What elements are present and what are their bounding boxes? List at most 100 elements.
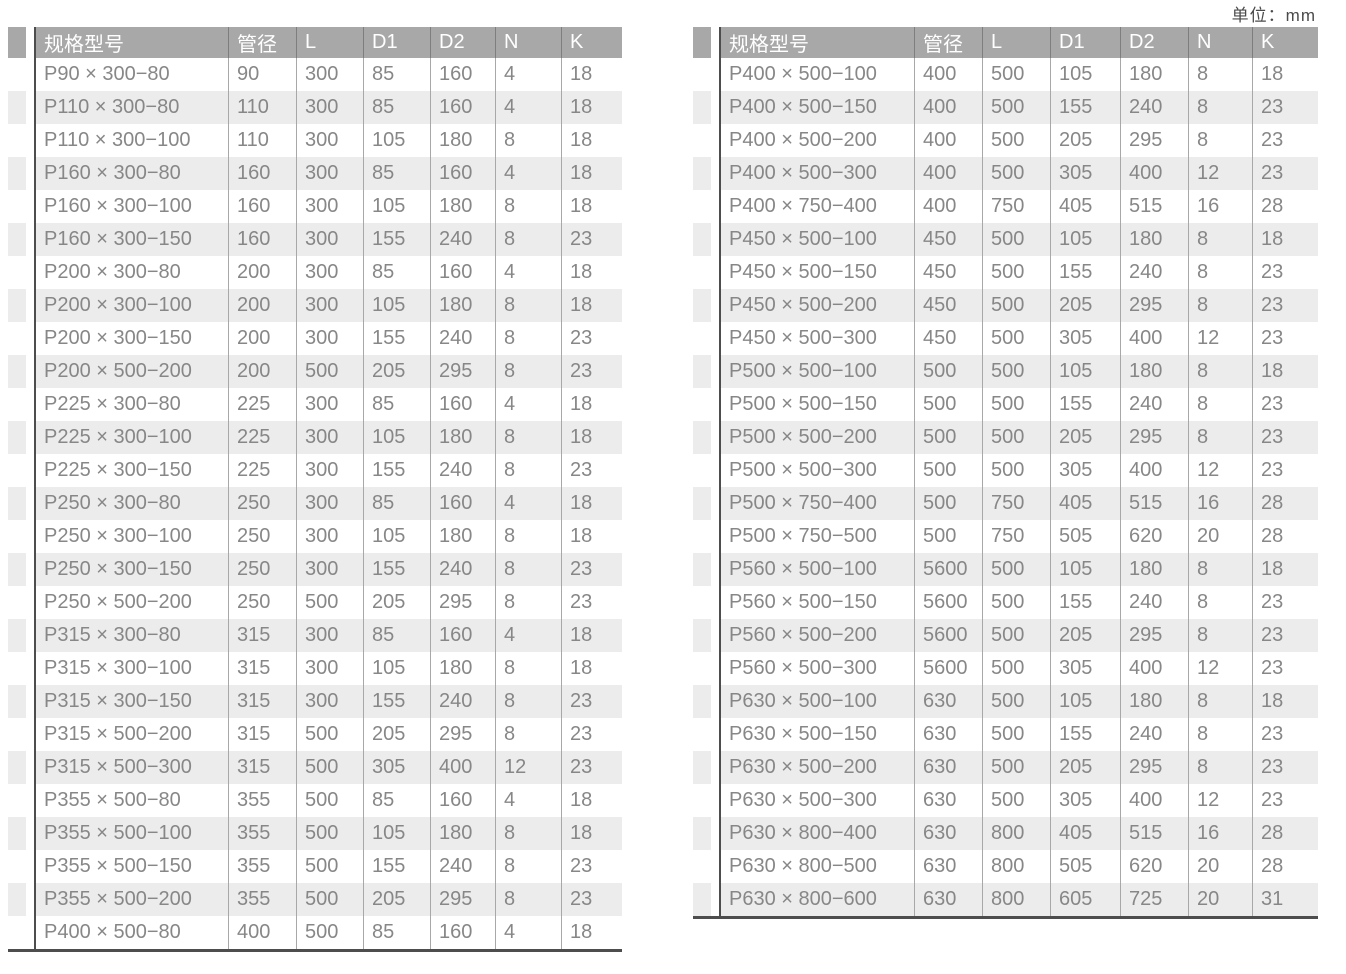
- strip-gap: [26, 124, 34, 157]
- row-strip: [8, 751, 26, 784]
- row-strip: [693, 223, 711, 256]
- row-strip: [693, 817, 711, 850]
- strip-gap: [711, 850, 719, 883]
- table-row: P560 × 500−300 5600 500 305 400 12 23: [693, 652, 1318, 685]
- table-cell: 205: [363, 586, 430, 619]
- table-cell: 500: [914, 388, 982, 421]
- strip-gap: [711, 784, 719, 817]
- table-row: P630 × 500−200 630 500 205 295 8 23: [693, 751, 1318, 784]
- table-row: P500 × 750−500 500 750 505 620 20 28: [693, 520, 1318, 553]
- table-cell: 23: [1252, 289, 1318, 322]
- table-cell: 405: [1050, 817, 1120, 850]
- table-cell: 23: [1252, 586, 1318, 619]
- table-cell: P315 × 500−200: [44, 723, 192, 745]
- table-cell: 300: [296, 58, 363, 91]
- table-cell: 630: [914, 751, 982, 784]
- row-cells: P160 × 300−80 160 300 85 160 4 18: [34, 157, 622, 190]
- table-cell: 23: [561, 355, 622, 388]
- strip-gap: [711, 256, 719, 289]
- table-cell: 8: [495, 850, 561, 883]
- row-strip: [8, 586, 26, 619]
- table-cell: P400 × 500−200: [729, 129, 877, 151]
- table-cell: 28: [1252, 190, 1318, 223]
- table-cell: 515: [1120, 817, 1188, 850]
- table-row: P160 × 300−150 160 300 155 240 8 23: [8, 223, 622, 256]
- row-strip: [693, 751, 711, 784]
- strip-gap: [26, 850, 34, 883]
- table-cell: 155: [363, 454, 430, 487]
- strip-gap: [711, 223, 719, 256]
- table-cell: 160: [430, 619, 495, 652]
- table-cell: P630 × 800−400: [729, 822, 877, 844]
- table-cell: 400: [914, 91, 982, 124]
- column-header: L: [982, 27, 1050, 58]
- table-cell: 300: [296, 454, 363, 487]
- table-cell: 23: [1252, 91, 1318, 124]
- row-cells: P250 × 300−150 250 300 155 240 8 23: [34, 553, 622, 586]
- table-row: P225 × 300−100 225 300 105 180 8 18: [8, 421, 622, 454]
- table-cell: 300: [296, 652, 363, 685]
- table-cell: 4: [495, 58, 561, 91]
- table-cell: P225 × 300−150: [44, 459, 192, 481]
- table-row: P200 × 500−200 200 500 205 295 8 23: [8, 355, 622, 388]
- table-cell: 355: [228, 817, 296, 850]
- spec-table-right: 规格型号 管径 L D1 D2 N K P400 × 500−100 400 500 105 180 8…: [693, 27, 1318, 919]
- table-cell: P500 × 500−300: [729, 459, 877, 481]
- row-strip: [693, 652, 711, 685]
- table-cell: 305: [1050, 322, 1120, 355]
- table-cell: 500: [982, 553, 1050, 586]
- spec-table-left: 规格型号 管径 L D1 D2 N K P90 × 300−80 90 300 85 160 4 18 P1…: [8, 27, 622, 952]
- table-cell: 305: [1050, 157, 1120, 190]
- table-cell: 4: [495, 784, 561, 817]
- table-cell: 240: [430, 454, 495, 487]
- table-cell: 500: [982, 718, 1050, 751]
- table-row: P630 × 500−150 630 500 155 240 8 23: [693, 718, 1318, 751]
- table-cell: P160 × 300−80: [44, 162, 181, 184]
- table-cell: 105: [1050, 685, 1120, 718]
- table-cell: P500 × 500−200: [729, 426, 877, 448]
- row-cells: P225 × 300−150 225 300 155 240 8 23: [34, 454, 622, 487]
- strip-gap: [711, 817, 719, 850]
- column-header: 管径: [228, 27, 296, 58]
- strip-gap: [26, 784, 34, 817]
- table-cell: 200: [228, 322, 296, 355]
- table-cell: 8: [495, 454, 561, 487]
- table-row: P225 × 300−80 225 300 85 160 4 18: [8, 388, 622, 421]
- table-cell: 250: [228, 487, 296, 520]
- strip-gap: [26, 289, 34, 322]
- table-row: P400 × 500−300 400 500 305 400 12 23: [693, 157, 1318, 190]
- strip-gap: [711, 751, 719, 784]
- table-cell: 205: [363, 883, 430, 916]
- table-row: P160 × 300−80 160 300 85 160 4 18: [8, 157, 622, 190]
- strip-gap: [26, 91, 34, 124]
- row-strip: [693, 289, 711, 322]
- table-row: P450 × 500−200 450 500 205 295 8 23: [693, 289, 1318, 322]
- table-cell: 500: [982, 157, 1050, 190]
- row-strip: [693, 322, 711, 355]
- table-cell: 23: [561, 553, 622, 586]
- table-cell: 305: [363, 751, 430, 784]
- table-cell: 300: [296, 520, 363, 553]
- row-strip: [8, 289, 26, 322]
- table-cell: 300: [296, 685, 363, 718]
- table-cell: 500: [982, 751, 1050, 784]
- table-cell: 200: [228, 289, 296, 322]
- table-cell: 405: [1050, 487, 1120, 520]
- strip-gap: [711, 421, 719, 454]
- table-cell: 8: [1188, 289, 1252, 322]
- header-cells: 规格型号 管径 L D1 D2 N K: [34, 27, 622, 58]
- table-cell: 300: [296, 421, 363, 454]
- table-cell: 8: [495, 124, 561, 157]
- table-cell: P630 × 500−100: [729, 690, 877, 712]
- table-cell: P450 × 500−150: [729, 261, 877, 283]
- table-row: P250 × 500−200 250 500 205 295 8 23: [8, 586, 622, 619]
- strip-gap: [711, 289, 719, 322]
- table-cell: 18: [561, 124, 622, 157]
- table-cell: 500: [982, 586, 1050, 619]
- table-cell: 85: [363, 91, 430, 124]
- table-cell: 28: [1252, 520, 1318, 553]
- table-cell: 105: [363, 520, 430, 553]
- table-cell: 105: [363, 652, 430, 685]
- row-cells: P355 × 500−150 355 500 155 240 8 23: [34, 850, 622, 883]
- table-row: P500 × 750−400 500 750 405 515 16 28: [693, 487, 1318, 520]
